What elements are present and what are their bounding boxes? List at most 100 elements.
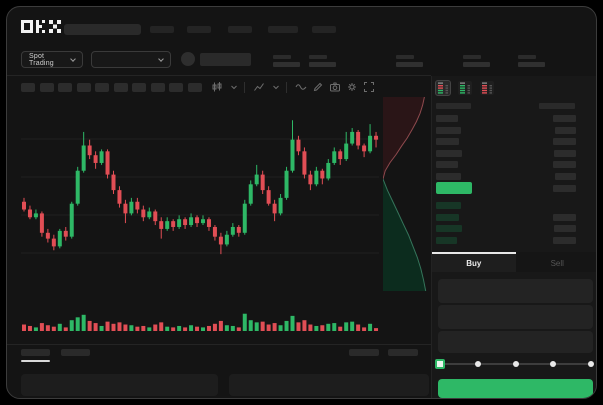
chevron-down-icon[interactable] [269, 80, 283, 94]
orderbook-bar [539, 103, 575, 109]
fullscreen-icon[interactable] [362, 80, 376, 94]
orderbook-bar [436, 115, 458, 122]
market-stat [396, 55, 426, 67]
depth-chart [383, 97, 427, 291]
divider [7, 344, 431, 345]
orderbook-bar [436, 138, 459, 146]
bid-row[interactable] [432, 236, 596, 246]
orderbook-bar [555, 126, 576, 134]
bottom-action[interactable] [388, 349, 418, 356]
bottom-panel-1 [21, 374, 218, 396]
orderbook-bar [436, 213, 459, 221]
slider-stop[interactable] [474, 361, 481, 367]
timeframe-button[interactable] [187, 83, 202, 92]
timeframe-button[interactable] [39, 83, 54, 92]
timeframe-button[interactable] [95, 83, 109, 92]
coin-avatar [181, 52, 195, 66]
orderbook-bar [436, 103, 471, 109]
tab-sell[interactable]: Sell [515, 252, 596, 272]
orderbook-bar [553, 213, 576, 221]
timeframe-button[interactable] [113, 83, 128, 92]
stat-value [396, 62, 423, 67]
market-stat [273, 55, 303, 67]
timeframe-button[interactable] [58, 83, 72, 92]
nav-item[interactable] [268, 26, 298, 33]
market-stat [309, 55, 339, 67]
bottom-action[interactable] [349, 349, 379, 356]
orderbook-bar [553, 115, 576, 122]
orderbook-bar [436, 161, 458, 169]
orderbook-bar [554, 225, 576, 233]
toolbar-divider [286, 82, 287, 93]
orderbook-bar [436, 202, 461, 209]
chevron-down-icon[interactable] [227, 80, 241, 94]
stat-label [396, 55, 414, 59]
timeframe-button[interactable] [169, 83, 183, 92]
nav-item[interactable] [150, 26, 174, 33]
book-split-icon[interactable] [435, 80, 451, 96]
ask-row[interactable] [432, 160, 596, 170]
line-chart-icon[interactable] [252, 80, 266, 94]
amount-field[interactable] [438, 305, 593, 329]
price-field[interactable] [438, 279, 593, 303]
stat-label [518, 55, 536, 59]
total-field[interactable] [438, 331, 593, 353]
trade-tabs: Buy Sell [432, 252, 596, 272]
ask-row[interactable] [432, 137, 596, 147]
ask-row[interactable] [432, 114, 596, 124]
buy-submit-button[interactable] [438, 379, 593, 398]
last-price-row[interactable] [432, 182, 596, 196]
orderbook-bar [436, 236, 457, 244]
orderbook-bar [553, 236, 576, 244]
stat-label [273, 55, 291, 59]
timeframe-button[interactable] [150, 83, 165, 92]
nav-item[interactable] [312, 26, 336, 33]
candlestick-chart[interactable] [21, 97, 379, 291]
slider-stop[interactable] [588, 361, 594, 367]
candles-icon[interactable] [210, 80, 224, 94]
slider-stop[interactable] [550, 361, 557, 367]
pair-select-dropdown[interactable] [91, 51, 171, 68]
chevron-down-icon [158, 55, 164, 62]
orderbook-bar [553, 161, 576, 169]
stat-value [518, 62, 545, 67]
market-stat [518, 55, 548, 67]
market-stat [463, 55, 493, 67]
stat-value [463, 62, 490, 67]
book-bids-icon[interactable] [458, 81, 472, 95]
nav-item[interactable] [187, 26, 211, 33]
toolbar-divider [244, 82, 245, 93]
camera-icon[interactable] [328, 80, 342, 94]
amount-slider[interactable] [435, 359, 594, 369]
nav-item[interactable] [228, 26, 252, 33]
tab-buy[interactable]: Buy [432, 252, 516, 272]
bid-row[interactable] [432, 224, 596, 234]
market-type-dropdown[interactable]: Spot Trading [21, 51, 83, 68]
orderbook-bar [554, 149, 576, 157]
orderbook-bar [436, 225, 462, 233]
bottom-tab[interactable] [21, 349, 50, 356]
orderbook-panel: Buy Sell [431, 76, 596, 398]
gear-icon[interactable] [345, 80, 359, 94]
ask-row[interactable] [432, 149, 596, 159]
orderbook-bar [555, 173, 576, 180]
ask-row[interactable] [432, 172, 596, 182]
bid-row[interactable] [432, 213, 596, 223]
slider-stop[interactable] [512, 361, 519, 367]
wave-icon[interactable] [294, 80, 308, 94]
timeframe-button[interactable] [21, 83, 35, 92]
search-input[interactable] [64, 24, 141, 35]
slider-handle[interactable] [435, 359, 445, 369]
stat-value [309, 62, 336, 67]
divider [7, 75, 431, 76]
pair-name-skeleton [200, 53, 251, 66]
timeframe-button[interactable] [76, 83, 91, 92]
bid-row[interactable] [432, 201, 596, 211]
book-asks-icon[interactable] [480, 81, 494, 95]
pencil-icon[interactable] [311, 80, 325, 94]
timeframe-button[interactable] [132, 83, 146, 92]
ask-row[interactable] [432, 126, 596, 136]
bottom-tab[interactable] [61, 349, 90, 356]
app-window: Spot Trading Buy Sell [6, 6, 597, 399]
market-type-label: Spot Trading [29, 52, 54, 67]
